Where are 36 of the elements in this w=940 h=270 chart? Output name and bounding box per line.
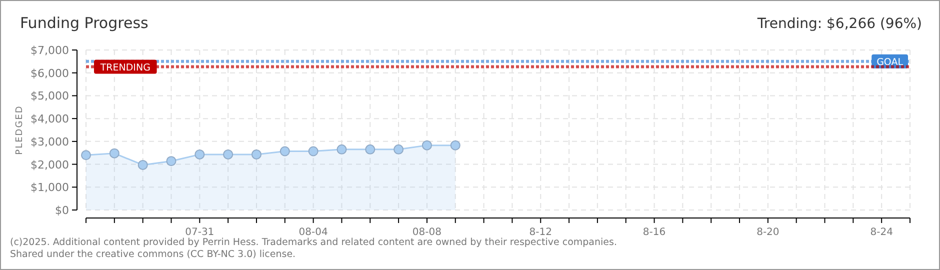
point: [422, 140, 432, 150]
point: [280, 146, 290, 156]
x-tick-label: 8-12: [529, 227, 552, 238]
y-tick-label: $4,000: [30, 112, 69, 126]
y-tick-label: $7,000: [30, 44, 69, 57]
point: [109, 148, 120, 158]
x-tick-label: 8-16: [642, 227, 666, 238]
y-tick-label: $5,000: [30, 90, 69, 103]
x-tick-label: 07-31: [185, 227, 214, 238]
point: [308, 146, 318, 156]
point: [251, 149, 262, 160]
text: Shared under the creative commons (CC BY-NC 3.0) license.: [10, 249, 296, 260]
point: [194, 149, 205, 160]
point: [166, 156, 176, 166]
y-axis-title: PLEDGED: [15, 105, 25, 155]
point: [81, 150, 91, 160]
x-tick-label: 8-24: [870, 227, 893, 238]
text: (c)2025. Additional content provided by Perrin Hess. Trademarks and related content are owned by their respective companies.: [10, 237, 617, 248]
point: [450, 140, 460, 150]
y-tick-label: $3,000: [30, 135, 69, 148]
chart-title: Funding Progress: [20, 14, 149, 32]
point: [138, 160, 148, 170]
y-tick-label: $0: [55, 204, 69, 217]
chart-subtitle: Trending: $6,266 (96%): [756, 16, 922, 32]
y-tick-label: $1,000: [30, 181, 69, 194]
y-tick-label: $6,000: [30, 66, 69, 80]
point: [336, 144, 347, 154]
y-tick-label: $2,000: [30, 158, 69, 172]
x-tick-label: 08-04: [298, 227, 328, 238]
point: [223, 149, 234, 160]
point: [394, 144, 404, 154]
x-tick-label: 8-20: [756, 227, 780, 238]
x-tick-label: 08-08: [412, 227, 442, 238]
point: [365, 144, 376, 154]
ref-line-label: GOAL: [876, 56, 904, 68]
ref-line-label: TRENDING: [99, 62, 150, 74]
